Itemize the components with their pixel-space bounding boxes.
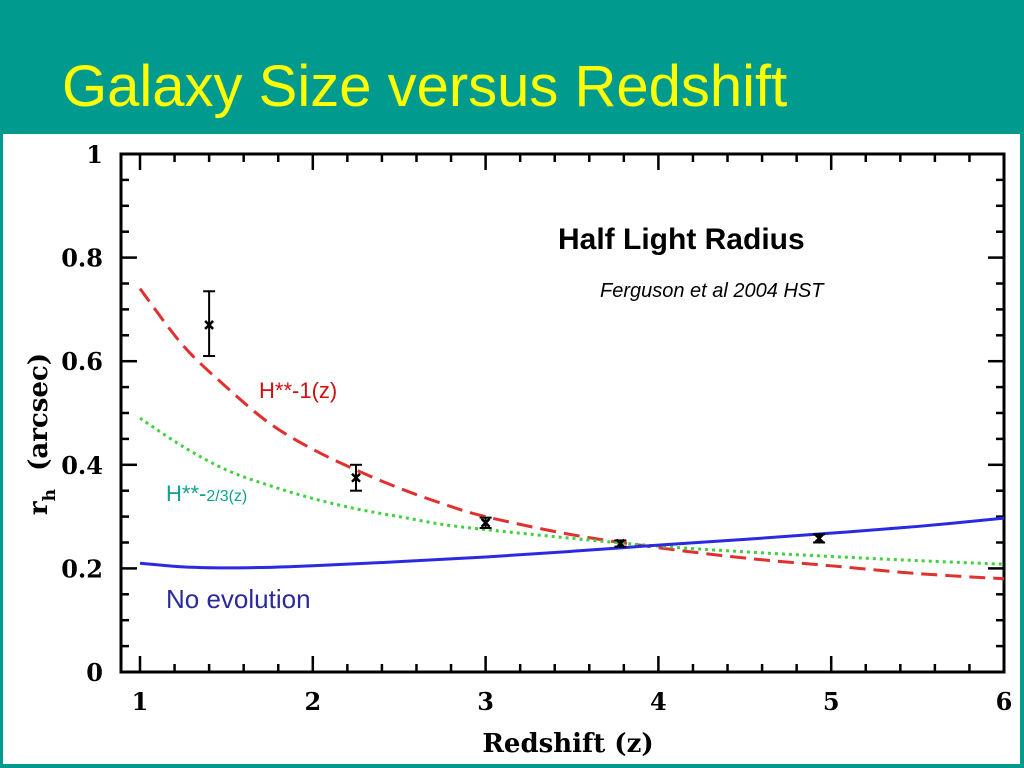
y-tick-label: 0.8 <box>61 244 103 273</box>
x-axis-label: Redshift (z) <box>482 729 653 759</box>
y-axis-label-main: r <box>24 501 54 515</box>
data-marker <box>480 517 491 528</box>
y-tick-label: 1 <box>86 140 103 169</box>
axis-ticks <box>121 152 1006 674</box>
data-point <box>479 516 492 529</box>
x-tick-label: 2 <box>304 687 321 716</box>
slide-title: Galaxy Size versus Redshift <box>62 54 788 119</box>
x-tick-label: 3 <box>477 687 494 716</box>
x-tick-label: 4 <box>650 687 667 716</box>
annotation-credit: Ferguson et al 2004 HST <box>600 280 825 302</box>
series-label-h-2-3-prefix: H**- <box>166 481 206 506</box>
y-tick-label: 0.6 <box>61 347 103 376</box>
y-tick-labels: 0 0.2 0.4 0.6 0.8 1 <box>61 140 103 687</box>
data-point <box>614 538 627 549</box>
y-tick-label: 0 <box>86 658 103 687</box>
series-lines <box>138 287 1005 581</box>
data-marker <box>814 533 824 544</box>
x-tick-label: 5 <box>823 687 840 716</box>
series-label-h-1: H**-1(z) <box>259 378 337 403</box>
y-tick-label: 0.4 <box>61 451 103 480</box>
series-line-h-1 <box>138 287 1005 581</box>
annotation-heading: Half Light Radius <box>558 223 805 256</box>
data-marker <box>204 320 215 330</box>
y-axis-label-unit: (arcsec) <box>24 353 54 471</box>
series-line-h-2-3 <box>139 416 1005 566</box>
y-tick-label: 0.2 <box>61 554 103 583</box>
data-marker <box>351 472 361 483</box>
chart-figure: 1 2 3 4 5 6 0 0.2 0.4 0.6 0.8 1 Redshift (z) rh (a… <box>3 134 1020 764</box>
series-label-h-2-3-suffix: 2/3(z) <box>206 488 247 505</box>
redshift-chart: 1 2 3 4 5 6 0 0.2 0.4 0.6 0.8 1 Redshift (z) rh (a… <box>24 140 1013 759</box>
svg-text:rh (arcsec): rh (arcsec) <box>24 353 60 515</box>
data-marker <box>615 538 626 549</box>
series-label-h-2-3: H**-2/3(z) <box>166 481 247 506</box>
series-label-no-evolution: No evolution <box>166 584 311 614</box>
x-tick-labels: 1 2 3 4 5 6 <box>132 687 1013 716</box>
data-points <box>203 290 826 549</box>
series-line-no-evolution <box>139 516 1005 570</box>
data-point <box>203 290 216 358</box>
y-axis-label-sub: h <box>40 489 60 501</box>
x-tick-label: 1 <box>132 687 149 716</box>
y-axis-label: rh (arcsec) <box>24 353 60 515</box>
x-tick-label: 6 <box>996 687 1013 716</box>
data-point <box>350 463 362 492</box>
data-point <box>813 533 826 544</box>
